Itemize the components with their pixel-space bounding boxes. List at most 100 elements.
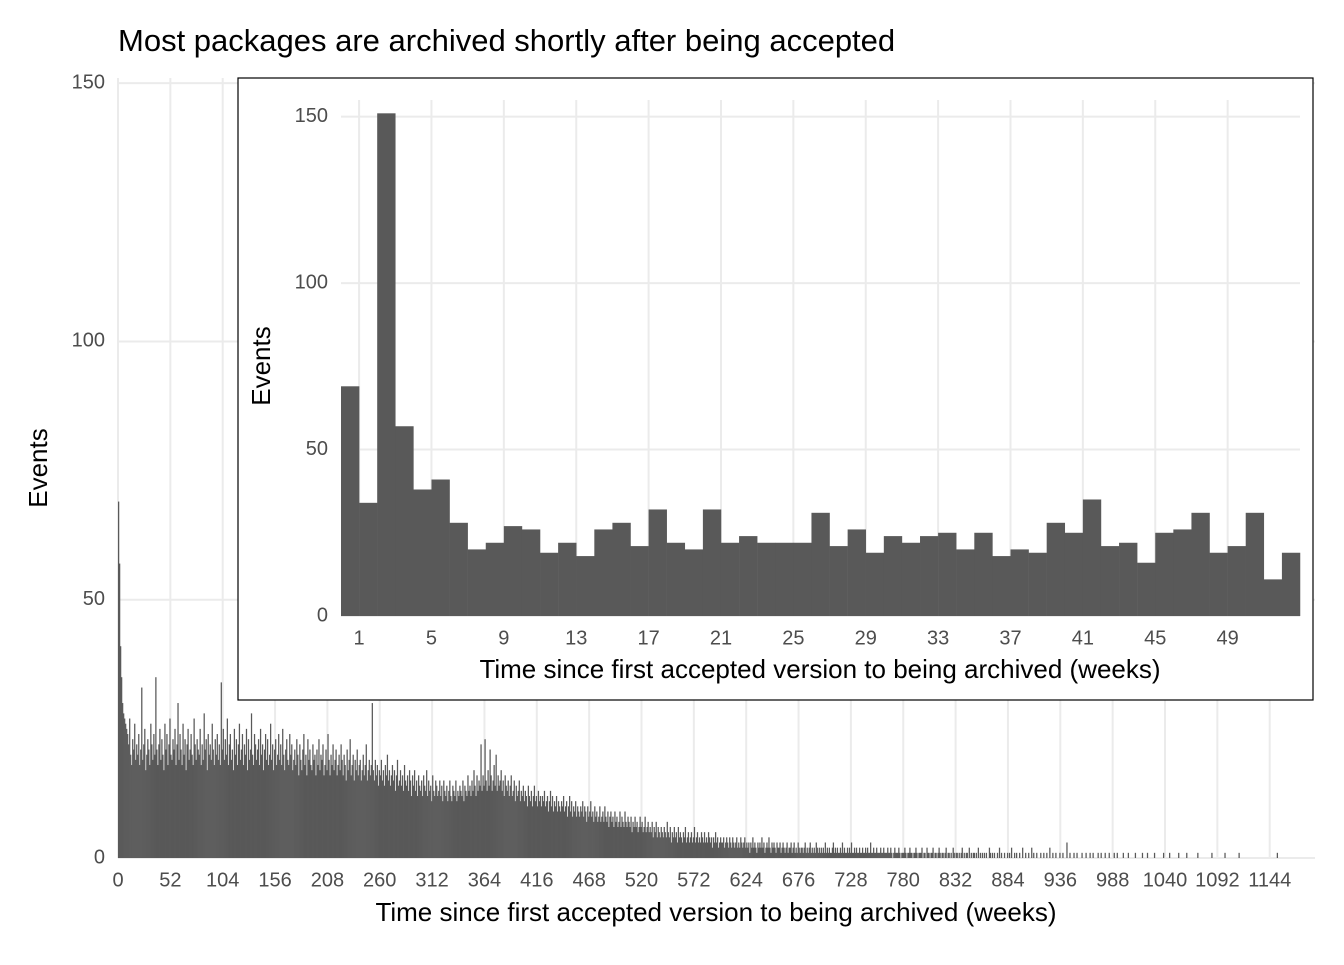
- bar: [203, 713, 205, 858]
- bar: [188, 759, 190, 858]
- bar: [625, 821, 627, 858]
- bar: [810, 852, 812, 858]
- bar: [219, 765, 221, 858]
- bar: [613, 827, 615, 858]
- x-tick-label: 9: [498, 627, 509, 649]
- x-tick-label: 884: [991, 869, 1024, 891]
- bar: [120, 646, 122, 858]
- bar: [659, 837, 661, 858]
- bar: [612, 816, 614, 858]
- bar: [163, 770, 165, 858]
- bar: [799, 852, 801, 858]
- bar: [1134, 852, 1137, 858]
- bar: [610, 811, 612, 858]
- x-tick-label: 780: [887, 869, 920, 891]
- bar: [550, 806, 553, 858]
- bar: [890, 847, 892, 858]
- bar: [223, 759, 225, 858]
- bar: [285, 749, 287, 858]
- bar: [510, 775, 512, 858]
- bar: [187, 728, 189, 858]
- bar: [352, 754, 354, 858]
- bar: [776, 842, 778, 858]
- bar: [689, 837, 692, 858]
- bar: [389, 785, 392, 858]
- bar: [617, 827, 619, 858]
- bar: [178, 759, 180, 858]
- y-tick-label: 0: [317, 604, 328, 626]
- x-tick-label: 5: [426, 627, 437, 649]
- bar: [887, 847, 889, 858]
- bar: [684, 549, 704, 616]
- bar: [563, 811, 566, 858]
- bar: [839, 847, 842, 858]
- bar: [645, 832, 647, 858]
- x-tick-label: 17: [637, 627, 659, 649]
- bar: [175, 765, 177, 858]
- bar: [297, 754, 299, 858]
- bar: [647, 821, 649, 858]
- bar: [972, 852, 974, 858]
- bar: [459, 785, 461, 858]
- bar: [744, 837, 746, 858]
- bar: [895, 852, 897, 858]
- bar: [691, 842, 694, 858]
- bar: [1119, 542, 1138, 616]
- bar: [344, 765, 346, 858]
- y-tick-label: 100: [295, 271, 328, 293]
- bar: [445, 796, 447, 858]
- bar: [211, 723, 213, 858]
- bar: [570, 811, 572, 858]
- bar: [1033, 852, 1035, 858]
- bar: [240, 749, 243, 858]
- bar: [558, 806, 561, 858]
- bar: [353, 780, 355, 858]
- bar: [737, 847, 739, 858]
- bar: [843, 847, 846, 858]
- bar: [520, 790, 522, 858]
- bar: [1028, 552, 1047, 616]
- bar: [786, 842, 788, 858]
- bar: [326, 770, 328, 858]
- bar: [323, 775, 325, 858]
- bar: [422, 796, 424, 858]
- bar: [546, 796, 549, 858]
- bar: [250, 713, 253, 858]
- bar: [896, 852, 898, 858]
- bar: [1006, 852, 1009, 858]
- bar: [273, 770, 275, 858]
- bar: [440, 796, 442, 858]
- bar: [513, 780, 515, 858]
- bar: [214, 739, 216, 858]
- bar: [1036, 852, 1038, 858]
- bar: [754, 842, 756, 858]
- bar: [284, 770, 286, 858]
- bar: [318, 739, 320, 858]
- bar: [595, 816, 597, 858]
- bar: [497, 775, 499, 858]
- bar: [482, 775, 484, 858]
- bar: [190, 734, 192, 858]
- bar: [589, 811, 591, 858]
- bar: [1263, 579, 1283, 616]
- bar: [825, 852, 827, 858]
- bar: [361, 770, 363, 858]
- bar: [1066, 842, 1068, 858]
- bar: [870, 842, 872, 858]
- bar: [286, 739, 288, 858]
- bar: [966, 852, 968, 858]
- bar: [667, 832, 669, 858]
- bar: [696, 832, 699, 858]
- bar: [461, 796, 463, 858]
- bar: [466, 796, 468, 858]
- bar: [743, 842, 745, 858]
- bar: [494, 785, 496, 858]
- bar: [1008, 852, 1011, 858]
- bar: [678, 837, 681, 858]
- bar: [927, 852, 929, 858]
- bar: [154, 754, 156, 858]
- bar: [698, 837, 701, 858]
- bar: [277, 754, 279, 858]
- bar: [600, 821, 602, 858]
- bar: [242, 765, 245, 858]
